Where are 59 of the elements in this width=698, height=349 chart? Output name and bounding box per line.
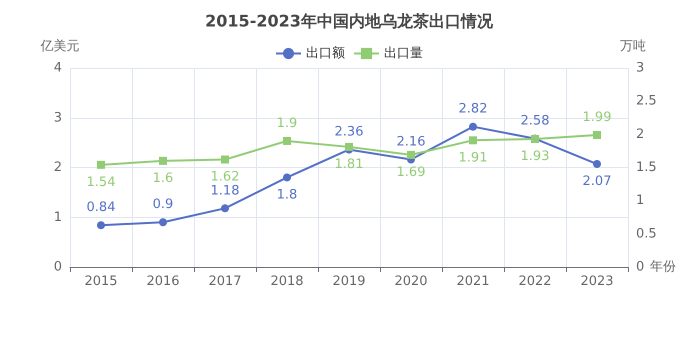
x-tick-label: 2017 <box>208 274 242 289</box>
y2-tick-label: 2 <box>636 126 644 142</box>
point <box>283 136 291 145</box>
data-label: 0.84 <box>86 200 116 216</box>
data-label: 2.16 <box>396 134 426 150</box>
y2-tick-label: 0.5 <box>636 226 657 242</box>
data-label: 2.07 <box>582 174 612 190</box>
y2-tick-label: 0 <box>636 260 644 274</box>
data-label: 1.93 <box>520 148 550 164</box>
x-tick-label: 2023 <box>580 274 614 289</box>
x-tick-label: 2015 <box>84 274 118 289</box>
data-label: 0.9 <box>152 197 174 212</box>
point <box>221 156 229 164</box>
y2-tick-label: 2.5 <box>636 94 657 109</box>
point <box>159 156 167 165</box>
point <box>159 218 167 226</box>
data-label: 1.9 <box>276 116 298 131</box>
point <box>407 150 415 159</box>
legend-label: 出口额 <box>306 46 345 61</box>
data-label: 1.6 <box>152 170 174 186</box>
x-axis-title: 年份 <box>650 260 676 274</box>
x-tick-label: 2016 <box>146 274 180 289</box>
data-label: 1.91 <box>458 150 488 166</box>
data-label: 1.8 <box>276 187 298 202</box>
data-label: 1.18 <box>210 183 240 198</box>
point <box>469 122 477 131</box>
y-tick-label: 1 <box>54 210 62 225</box>
x-tick-label: 2018 <box>270 274 304 289</box>
y2-tick-label: 3 <box>636 60 644 76</box>
legend-label: 出口量 <box>384 46 423 61</box>
y2-tick-label: 1 <box>636 193 644 208</box>
x-tick-label: 2022 <box>518 274 552 289</box>
x-tick-label: 2021 <box>456 274 490 289</box>
data-label: 2.82 <box>458 102 488 117</box>
data-label: 2.36 <box>334 124 364 140</box>
y-tick-label: 0 <box>54 260 62 274</box>
point <box>97 221 105 230</box>
point <box>593 130 601 139</box>
y-axis-title: 亿美元 <box>40 38 80 54</box>
point <box>593 160 601 168</box>
data-label: 2.58 <box>520 114 550 129</box>
y-tick-label: 4 <box>54 60 62 76</box>
point <box>97 160 105 169</box>
data-label: 1.54 <box>86 174 116 190</box>
y2-axis-title: 万吨 <box>620 39 646 54</box>
x-tick-label: 2019 <box>332 274 366 289</box>
data-label: 1.81 <box>334 156 364 172</box>
point <box>469 136 477 144</box>
y-tick-label: 3 <box>54 110 62 126</box>
point <box>283 173 291 182</box>
data-label: 1.69 <box>396 164 426 180</box>
chart-title: 2015-2023年中国内地乌龙茶出口情况 <box>205 12 494 30</box>
x-tick-label: 2020 <box>394 274 428 289</box>
data-label: 1.99 <box>582 110 612 125</box>
point <box>345 142 353 151</box>
point <box>221 204 229 212</box>
y2-tick-label: 1.5 <box>636 160 657 175</box>
data-label: 1.62 <box>210 170 240 185</box>
y-tick-label: 2 <box>54 160 62 175</box>
